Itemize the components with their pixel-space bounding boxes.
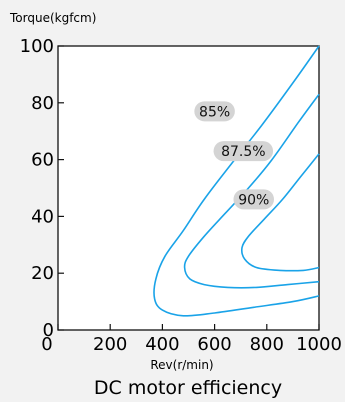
x-axis-title: Rev(r/min) — [150, 358, 213, 372]
label-text: 90% — [238, 192, 269, 208]
efficiency-curve-2 — [183, 93, 320, 289]
y-tick-label: 20 — [31, 263, 54, 284]
label-pill — [194, 101, 235, 122]
x-tick-label: 0 — [41, 334, 52, 355]
chart-title: DC motor efficiency — [94, 377, 282, 399]
y-tick-label: 0 — [43, 320, 54, 341]
y-tick-label: 40 — [31, 206, 54, 227]
plot-frame — [57, 45, 320, 331]
y-tick-label: 60 — [31, 150, 54, 171]
plot-area: 85% 87.5% 90% — [57, 45, 320, 331]
label-pill — [233, 189, 274, 210]
label-text: 85% — [199, 104, 230, 120]
x-tick-label: 200 — [93, 334, 127, 355]
curve-label-2: 87.5% — [213, 141, 274, 162]
y-tick-label: 100 — [20, 36, 54, 57]
curve-label-1: 85% — [194, 101, 235, 122]
x-tick-labels: 0 200 400 600 800 1000 — [41, 334, 342, 355]
x-tick-label: 600 — [197, 334, 231, 355]
x-tick-label: 800 — [250, 334, 284, 355]
label-text: 87.5% — [221, 144, 265, 160]
curve-label-3: 90% — [233, 189, 274, 210]
y-axis-title: Torque(kgfcm) — [9, 11, 96, 25]
y-tick-label: 80 — [31, 93, 54, 114]
label-pill — [213, 141, 274, 162]
efficiency-curve-3 — [241, 153, 320, 272]
x-tick-label: 400 — [145, 334, 179, 355]
x-tick-label: 1000 — [296, 334, 342, 355]
y-tick-labels: 0 20 40 60 80 100 — [20, 36, 54, 341]
efficiency-curve-1 — [153, 45, 320, 317]
